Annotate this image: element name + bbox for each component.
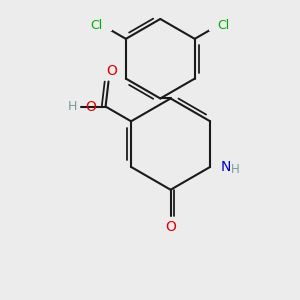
Text: H: H [68, 100, 78, 113]
Text: Cl: Cl [218, 19, 230, 32]
Text: O: O [106, 64, 117, 78]
Bar [218, 162, 235, 172]
Text: O: O [165, 220, 176, 234]
Bar [94, 20, 112, 31]
Text: Cl: Cl [91, 19, 103, 32]
Text: O: O [85, 100, 96, 114]
Bar [54, 101, 75, 112]
Text: H: H [231, 164, 240, 176]
Bar [105, 66, 118, 76]
Bar [209, 20, 226, 31]
Text: N: N [220, 160, 231, 174]
Bar [163, 221, 178, 232]
